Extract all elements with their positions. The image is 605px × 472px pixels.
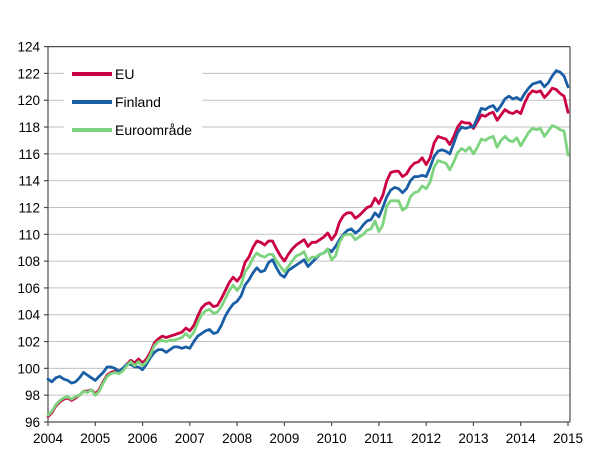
x-tick-label-2008: 2008 xyxy=(222,431,252,446)
y-tick-label-100: 100 xyxy=(17,361,40,376)
y-tick-label-104: 104 xyxy=(17,308,40,323)
x-tick-label-2012: 2012 xyxy=(411,431,441,446)
x-tick-label-2006: 2006 xyxy=(128,431,158,446)
legend-label-finland: Finland xyxy=(115,94,161,110)
legend-item-finland: Finland xyxy=(72,88,192,116)
y-tick-label-102: 102 xyxy=(17,335,40,350)
series-line-EU xyxy=(46,86,570,419)
x-tick-label-2005: 2005 xyxy=(80,431,110,446)
x-tick-label-2014: 2014 xyxy=(506,431,537,446)
y-tick-label-124: 124 xyxy=(17,40,40,55)
legend-item-eu: EU xyxy=(72,60,192,88)
legend-item-euroomrade: Euroområde xyxy=(72,116,192,144)
y-tick-label-116: 116 xyxy=(18,147,40,162)
series-line-Euroområde xyxy=(46,124,570,417)
x-tick-label-2004: 2004 xyxy=(33,431,64,446)
y-tick-label-96: 96 xyxy=(25,415,40,430)
y-tick-label-110: 110 xyxy=(18,227,40,242)
legend-label-euroomrade: Euroområde xyxy=(115,122,193,138)
legend: EU Finland Euroområde xyxy=(64,56,203,148)
y-tick-label-106: 106 xyxy=(17,281,40,296)
x-tick-label-2011: 2011 xyxy=(364,431,393,446)
eu-line-swatch-icon xyxy=(72,72,112,76)
x-tick-label-2013: 2013 xyxy=(458,431,488,446)
y-tick-label-120: 120 xyxy=(17,93,40,108)
y-tick-label-98: 98 xyxy=(25,388,40,403)
x-tick-label-2010: 2010 xyxy=(317,431,347,446)
euroomrade-line-swatch-icon xyxy=(72,128,112,132)
x-tick-label-2007: 2007 xyxy=(175,431,205,446)
y-tick-label-114: 114 xyxy=(18,174,40,189)
y-tick-label-122: 122 xyxy=(17,66,40,81)
x-tick-label-2015: 2015 xyxy=(553,431,583,446)
y-tick-label-108: 108 xyxy=(17,254,40,269)
finland-line-swatch-icon xyxy=(72,100,112,104)
x-tick-label-2009: 2009 xyxy=(269,431,299,446)
y-tick-label-118: 118 xyxy=(18,120,40,135)
legend-label-eu: EU xyxy=(115,66,135,82)
y-tick-label-112: 112 xyxy=(18,200,40,215)
